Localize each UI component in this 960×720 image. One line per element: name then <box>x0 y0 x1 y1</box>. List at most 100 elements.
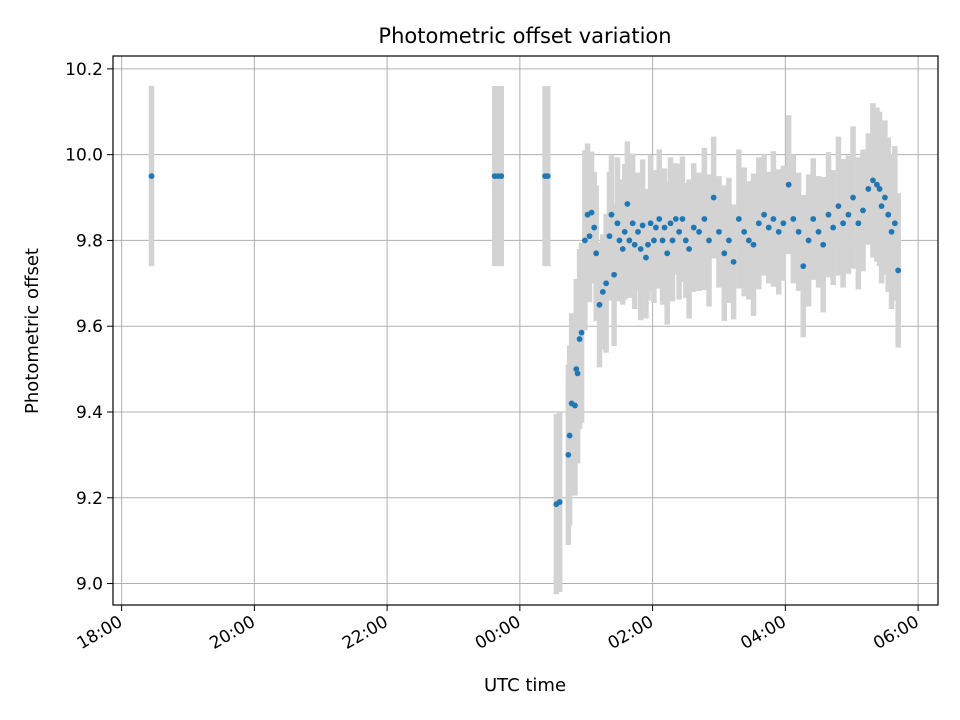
data-point <box>639 222 646 229</box>
data-point <box>645 241 651 248</box>
y-tick-label: 9.6 <box>76 317 103 337</box>
data-point <box>696 228 702 235</box>
data-point <box>659 237 666 244</box>
data-point <box>874 181 880 188</box>
data-point <box>599 288 606 295</box>
data-point <box>572 402 578 409</box>
data-point <box>721 250 728 257</box>
data-point <box>643 254 649 261</box>
data-point <box>895 267 902 274</box>
plot-frame <box>112 55 939 606</box>
data-point <box>656 216 663 222</box>
data-point <box>578 329 585 336</box>
data-point <box>855 220 862 227</box>
chart-title: Photometric offset variation <box>378 24 671 48</box>
data-point <box>582 237 588 244</box>
data-point <box>614 220 621 227</box>
data-point <box>701 216 708 222</box>
data-point <box>608 211 615 218</box>
data-point <box>544 173 551 179</box>
x-axis-title: UTC time <box>484 675 566 696</box>
data-point <box>566 432 573 439</box>
data-point <box>726 237 732 244</box>
data-point <box>686 246 693 252</box>
data-point <box>882 194 888 201</box>
data-point <box>770 216 777 222</box>
data-point <box>576 336 583 342</box>
data-point <box>745 237 752 244</box>
data-point <box>619 246 626 252</box>
data-point <box>850 194 856 201</box>
data-point <box>591 224 598 231</box>
data-point <box>741 228 748 235</box>
data-point <box>664 250 671 257</box>
data-point <box>679 216 686 222</box>
data-point <box>626 237 633 244</box>
data-point <box>891 220 898 227</box>
data-point <box>667 220 674 227</box>
y-tick-label: 10.0 <box>65 146 103 166</box>
grid <box>113 56 938 605</box>
data-point <box>876 186 883 192</box>
data-point <box>845 211 852 218</box>
data-point <box>498 173 505 179</box>
data-point <box>624 201 631 207</box>
data-point <box>785 181 792 188</box>
data-point <box>870 177 876 184</box>
data-point <box>653 224 659 231</box>
data-point <box>690 224 697 231</box>
data-point <box>629 220 636 227</box>
data-point <box>631 241 638 248</box>
data-point <box>682 237 689 244</box>
data-point <box>647 220 654 227</box>
data-point <box>596 301 603 308</box>
data-point <box>860 207 866 214</box>
data-point <box>795 228 802 235</box>
data-point <box>593 250 600 257</box>
data-point <box>735 216 742 222</box>
data-point <box>878 203 885 210</box>
data-point <box>730 258 737 265</box>
data-point <box>775 228 782 235</box>
data-point <box>815 228 822 235</box>
y-axis-title: Photometric offset <box>22 248 43 414</box>
y-tick-label: 9.0 <box>76 575 103 595</box>
data-point <box>574 370 581 377</box>
data-point <box>611 271 618 278</box>
data-point <box>820 241 827 248</box>
data-point <box>865 186 872 192</box>
data-point <box>651 237 657 244</box>
data-point <box>616 237 623 244</box>
data-point <box>621 228 628 235</box>
data-point <box>588 209 595 216</box>
data-point <box>835 203 842 210</box>
data-point <box>710 194 717 201</box>
y-tick-label: 9.4 <box>76 403 103 423</box>
data-point <box>676 228 683 235</box>
data-point <box>825 211 832 218</box>
data-point <box>661 224 668 231</box>
data-point <box>800 263 807 270</box>
data-point <box>148 173 155 179</box>
data-point <box>805 237 812 244</box>
data-point <box>556 499 563 505</box>
data-point <box>672 216 679 222</box>
data-point <box>790 216 797 222</box>
data-point <box>637 246 644 252</box>
y-tick-label: 9.2 <box>76 489 103 509</box>
data-point <box>761 211 768 218</box>
data-point <box>810 216 817 222</box>
data-point <box>780 220 787 227</box>
y-tick-label: 10.2 <box>65 60 103 80</box>
data-point <box>565 451 572 458</box>
data-point <box>716 228 722 235</box>
data-point <box>888 228 895 235</box>
data-point <box>830 224 837 231</box>
data-point <box>603 280 610 287</box>
data-point <box>750 241 757 248</box>
data-point <box>706 237 712 244</box>
data-point <box>586 233 593 240</box>
data-point <box>885 211 892 218</box>
